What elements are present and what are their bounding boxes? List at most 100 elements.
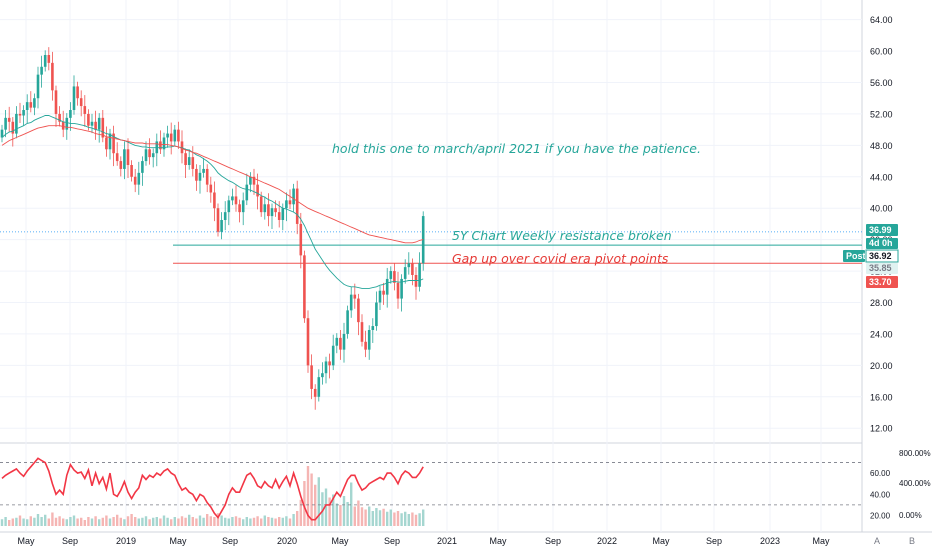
- volume-bar: [234, 516, 238, 526]
- post-value-badge-text: 36.92: [869, 251, 892, 261]
- time-tick-label: 2022: [597, 536, 617, 546]
- candle: [123, 149, 126, 169]
- candle: [313, 388, 317, 397]
- candle: [321, 373, 324, 378]
- candle: [403, 267, 407, 279]
- volume-bar: [29, 516, 32, 526]
- volume-bar: [292, 514, 295, 526]
- candle: [105, 137, 108, 150]
- annotation-text: 5Y Chart Weekly resistance broken: [452, 228, 672, 243]
- volume-bar: [353, 506, 356, 526]
- candle: [249, 176, 252, 185]
- volume-bar: [386, 511, 389, 526]
- moving-averages: [1, 115, 424, 289]
- candle: [310, 365, 313, 389]
- price-tick-label: 60.00: [870, 47, 893, 57]
- time-tick-label: May: [17, 536, 35, 546]
- price-tick-label: 44.00: [870, 172, 893, 182]
- candle: [357, 298, 360, 323]
- candle: [360, 322, 364, 342]
- countdown-badge-text: 4d 0h: [869, 238, 893, 248]
- volume-bar: [364, 509, 367, 526]
- candle: [252, 176, 256, 185]
- ma-fast-badge: 35.85: [866, 263, 898, 274]
- candle: [47, 55, 51, 63]
- candle: [198, 172, 202, 181]
- volume-bar: [220, 515, 223, 526]
- candle: [317, 377, 321, 397]
- volume-bar: [299, 499, 302, 526]
- ma-fast-badge-text: 35.85: [869, 263, 892, 273]
- ma-fast-line: [1, 115, 424, 289]
- candle: [245, 184, 249, 201]
- post-label-badge-bg: [843, 250, 865, 262]
- volume-bar: [303, 481, 306, 526]
- volume-bar: [98, 519, 101, 526]
- time-axis[interactable]: May Sep 2019 May Sep 2020 May Sep 2021 May Sep 2022…: [17, 536, 915, 546]
- volume-bar: [332, 494, 335, 526]
- volume-bar: [36, 514, 40, 526]
- volume-bar: [260, 518, 263, 526]
- time-tick-label: May: [489, 536, 507, 546]
- candle: [418, 263, 421, 287]
- time-tick-label: 2023: [760, 536, 780, 546]
- candle: [259, 196, 263, 213]
- volume-bar: [252, 517, 256, 526]
- volume-bar: [206, 514, 209, 526]
- volume-bar: [278, 517, 281, 526]
- volume-bar: [69, 517, 72, 526]
- price-axis[interactable]: 64.0060.0056.0052.0048.0044.0040.0036.00…: [870, 15, 931, 520]
- time-tick-label: May: [169, 536, 187, 546]
- last-price-badge-text: 36.99: [869, 225, 892, 235]
- candle: [288, 200, 292, 205]
- volume-bar: [119, 517, 122, 526]
- volume-bar: [134, 517, 137, 526]
- price-tick-label: 12.00: [870, 424, 893, 434]
- axis-mode-button-b[interactable]: B: [909, 536, 915, 546]
- volume-bar: [51, 512, 54, 526]
- volume-bar: [33, 517, 36, 526]
- volume-bar: [342, 496, 346, 526]
- time-tick-label: 2020: [277, 536, 297, 546]
- candle: [400, 278, 403, 299]
- volume-bar: [378, 510, 382, 526]
- volume-bar: [285, 516, 288, 526]
- candle: [385, 278, 389, 295]
- rsi-tick-label: 20.00: [870, 511, 891, 520]
- candle: [256, 184, 259, 197]
- volume-bar: [26, 519, 29, 526]
- volume-bar: [18, 515, 22, 526]
- volume-bar: [198, 515, 202, 526]
- time-tick-label: Sep: [384, 536, 400, 546]
- volume-bar: [177, 518, 180, 526]
- candle: [133, 176, 137, 185]
- candle: [353, 294, 357, 299]
- candle: [112, 133, 115, 154]
- volume-bar: [256, 516, 259, 526]
- post-label-badge-text: Post: [846, 251, 866, 261]
- volume-bar: [195, 518, 198, 526]
- volume-bar: [371, 511, 374, 526]
- volume-bar: [357, 500, 360, 526]
- candle: [339, 337, 342, 350]
- candle: [274, 208, 277, 213]
- candle: [166, 133, 169, 138]
- axis-mode-button-a[interactable]: A: [874, 536, 880, 546]
- candle: [141, 161, 144, 173]
- volume-bar: [22, 518, 25, 526]
- volume-bar: [418, 513, 421, 526]
- volume-bar: [324, 488, 328, 526]
- candle: [306, 318, 310, 366]
- candle: [15, 113, 18, 134]
- candle: [349, 294, 353, 311]
- volume-bar: [231, 517, 234, 526]
- candle: [76, 86, 79, 99]
- volume-bar: [306, 466, 310, 526]
- candle: [7, 117, 11, 122]
- rsi-pane: [0, 457, 862, 521]
- volume-bar: [314, 484, 317, 526]
- candle: [0, 129, 4, 138]
- candle: [130, 165, 133, 177]
- candle: [29, 102, 33, 108]
